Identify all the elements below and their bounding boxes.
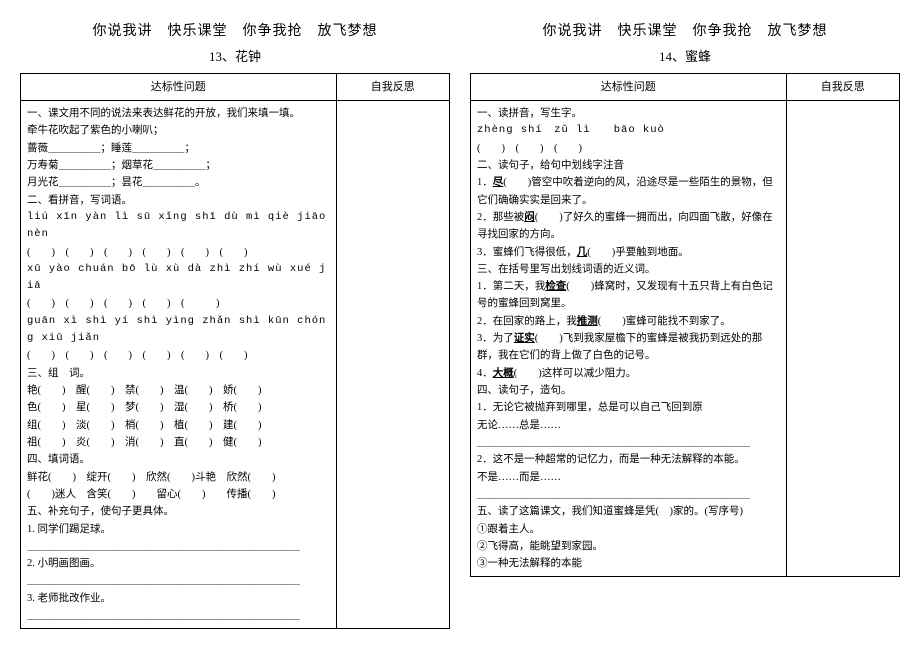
page-header-left: 你说我讲 快乐课堂 你争我抢 放飞梦想 — [20, 20, 450, 40]
content-line: 一、课文用不同的说法来表达鲜花的开放，我们来填一填。 — [27, 105, 330, 122]
th-questions-left: 达标性问题 — [21, 74, 337, 101]
page-subtitle-right: 14、蜜蜂 — [470, 46, 900, 65]
content-line: ＿＿＿＿＿＿＿＿＿＿＿＿＿＿＿＿＿＿＿＿＿＿＿＿＿＿ — [27, 607, 330, 624]
content-cell-left: 一、课文用不同的说法来表达鲜花的开放，我们来填一填。牵牛花吹起了紫色的小喇叭；蔷… — [21, 101, 337, 629]
content-line: 鲜花( ) 绽开( ) 欣然( )斗艳 欣然( ) — [27, 469, 330, 486]
content-line: ③一种无法解释的本能 — [477, 555, 780, 572]
content-line: 一、读拼音，写生字。 — [477, 105, 780, 122]
content-line: ＿＿＿＿＿＿＿＿＿＿＿＿＿＿＿＿＿＿＿＿＿＿＿＿＿＿ — [477, 434, 780, 451]
content-line: ( ) ( ) ( ) — [477, 140, 780, 157]
content-line: 艳( ) 醒( ) 禁( ) 温( ) 娇( ) — [27, 382, 330, 399]
content-line: ( ) ( ) ( ) ( ) ( ) — [27, 295, 330, 312]
content-line: 蔷薇＿＿＿＿＿；睡莲＿＿＿＿＿； — [27, 140, 330, 157]
content-line: 4．大概( )这样可以减少阻力。 — [477, 365, 780, 382]
content-line: 不是……而是…… — [477, 469, 780, 486]
content-line: 组( ) 淡( ) 梢( ) 植( ) 建( ) — [27, 417, 330, 434]
content-line: 牵牛花吹起了紫色的小喇叭； — [27, 122, 330, 139]
worksheet-table-left: 达标性问题 自我反思 一、课文用不同的说法来表达鲜花的开放，我们来填一填。牵牛花… — [20, 73, 450, 629]
content-line: 3．为了证实( )飞到我家屋檐下的蜜蜂是被我扔到远处的那群，我在它们的背上做了白… — [477, 330, 780, 365]
content-line: 万寿菊＿＿＿＿＿；烟草花＿＿＿＿＿； — [27, 157, 330, 174]
content-line: liú xīn yàn lì sū xǐng shī dù mì qiè jiā… — [27, 209, 330, 244]
content-line: ＿＿＿＿＿＿＿＿＿＿＿＿＿＿＿＿＿＿＿＿＿＿＿＿＿＿ — [477, 486, 780, 503]
content-line: 2. 小明画图画。 — [27, 555, 330, 572]
right-page: 你说我讲 快乐课堂 你争我抢 放飞梦想 14、蜜蜂 达标性问题 自我反思 一、读… — [470, 20, 900, 629]
content-line: 月光花＿＿＿＿＿；昙花＿＿＿＿＿。 — [27, 174, 330, 191]
page-header-right: 你说我讲 快乐课堂 你争我抢 放飞梦想 — [470, 20, 900, 40]
content-line: 色( ) 星( ) 梦( ) 湿( ) 桥( ) — [27, 399, 330, 416]
th-reflection-left: 自我反思 — [336, 74, 449, 101]
reflection-cell-left — [336, 101, 449, 629]
content-line: 3. 老师批改作业。 — [27, 590, 330, 607]
content-line: 二、看拼音，写词语。 — [27, 192, 330, 209]
th-reflection-right: 自我反思 — [786, 74, 899, 101]
page-subtitle-left: 13、花钟 — [20, 46, 450, 65]
th-questions-right: 达标性问题 — [471, 74, 787, 101]
content-line: 2．在回家的路上，我推测( )蜜蜂可能找不到家了。 — [477, 313, 780, 330]
content-line: 四、读句子，造句。 — [477, 382, 780, 399]
content-line: 三、组 词。 — [27, 365, 330, 382]
content-line: 1．尽( )管空中吹着逆向的风，沿途尽是一些陌生的景物，但它们确确实实是回来了。 — [477, 174, 780, 209]
content-line: ( ) ( ) ( ) ( ) ( ) ( ) — [27, 244, 330, 261]
content-line: 1．第二天，我检查( )蜂窝时，又发现有十五只背上有白色记号的蜜蜂回到窝里。 — [477, 278, 780, 313]
content-line: ＿＿＿＿＿＿＿＿＿＿＿＿＿＿＿＿＿＿＿＿＿＿＿＿＿＿ — [27, 572, 330, 589]
content-line: ①跟着主人。 — [477, 521, 780, 538]
content-line: 三、在括号里写出划线词语的近义词。 — [477, 261, 780, 278]
content-line: ( )迷人 含笑( ) 留心( ) 传播( ) — [27, 486, 330, 503]
content-line: 无论……总是…… — [477, 417, 780, 434]
worksheet-table-right: 达标性问题 自我反思 一、读拼音，写生字。zhèng shí zǔ lì bāo… — [470, 73, 900, 577]
content-line: 五、补充句子，使句子更具体。 — [27, 503, 330, 520]
content-line: 祖( ) 炎( ) 消( ) 直( ) 健( ) — [27, 434, 330, 451]
content-line: xū yào chuán bō lù xù dà zhì zhí wù xué … — [27, 261, 330, 296]
content-line: 3．蜜蜂们飞得很低，几( )乎要触到地面。 — [477, 244, 780, 261]
content-line: guān xì shì yí shì yìng zhǎn shì kūn chó… — [27, 313, 330, 348]
content-line: zhèng shí zǔ lì bāo kuò — [477, 122, 780, 139]
content-line: ( ) ( ) ( ) ( ) ( ) ( ) — [27, 347, 330, 364]
content-line: 1. 同学们踢足球。 — [27, 521, 330, 538]
content-line: 1．无论它被抛弃到哪里，总是可以自己飞回到原 — [477, 399, 780, 416]
content-cell-right: 一、读拼音，写生字。zhèng shí zǔ lì bāo kuò( ) ( )… — [471, 101, 787, 577]
left-page: 你说我讲 快乐课堂 你争我抢 放飞梦想 13、花钟 达标性问题 自我反思 一、课… — [20, 20, 450, 629]
content-line: ＿＿＿＿＿＿＿＿＿＿＿＿＿＿＿＿＿＿＿＿＿＿＿＿＿＿ — [27, 538, 330, 555]
content-line: 2．这不是一种超常的记忆力，而是一种无法解释的本能。 — [477, 451, 780, 468]
content-line: 五、读了这篇课文，我们知道蜜蜂是凭( )家的。(写序号) — [477, 503, 780, 520]
content-line: 四、填词语。 — [27, 451, 330, 468]
content-line: ②飞得高，能眺望到家园。 — [477, 538, 780, 555]
content-line: 二、读句子，给句中划线字注音 — [477, 157, 780, 174]
content-line: 2．那些被闷( )了好久的蜜蜂一拥而出，向四面飞散，好像在寻找回家的方向。 — [477, 209, 780, 244]
reflection-cell-right — [786, 101, 899, 577]
